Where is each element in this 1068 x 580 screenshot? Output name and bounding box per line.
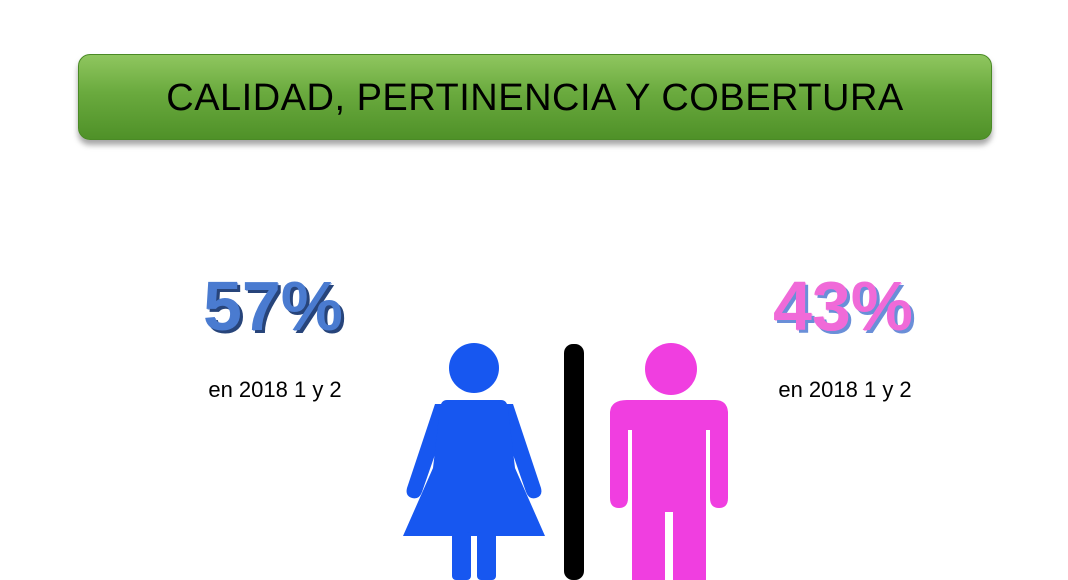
title-banner: CALIDAD, PERTINENCIA Y COBERTURA	[78, 54, 992, 140]
right-caption: en 2018 1 y 2	[778, 377, 912, 402]
left-caption: en 2018 1 y 2	[208, 377, 342, 402]
left-percentage: 57%	[202, 267, 344, 345]
woman-icon	[403, 343, 545, 580]
gender-figures	[403, 343, 728, 580]
page-title: CALIDAD, PERTINENCIA Y COBERTURA	[166, 77, 904, 119]
right-percentage: 43%	[772, 267, 914, 345]
man-icon	[610, 343, 728, 580]
divider-bar	[564, 344, 584, 580]
